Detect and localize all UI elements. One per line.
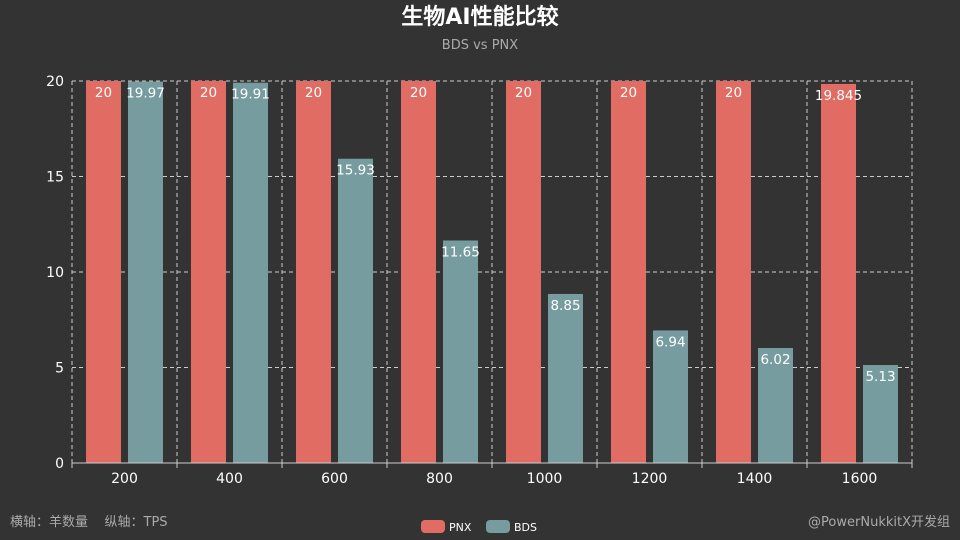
axis-note: 横轴：羊数量 纵轴：TPS xyxy=(10,514,168,530)
y-tick-label: 20 xyxy=(46,74,64,90)
data-label-bds: 19.97 xyxy=(126,86,165,102)
data-label-pnx: 19.845 xyxy=(815,88,862,104)
data-label-bds: 8.85 xyxy=(550,298,580,314)
bar-pnx[interactable] xyxy=(506,81,541,463)
bar-bds[interactable] xyxy=(233,82,268,464)
x-tick-label: 1400 xyxy=(737,471,773,487)
bar-pnx[interactable] xyxy=(86,81,121,463)
chart-subtitle: BDS vs PNX xyxy=(442,38,518,53)
data-label-bds: 6.02 xyxy=(760,352,790,368)
axes: 0 5 10 15 20 200 400 600 800 1000 1200 1400 1600 xyxy=(46,74,913,487)
legend-swatch-pnx[interactable] xyxy=(421,520,445,533)
x-tick-label: 1000 xyxy=(527,471,563,487)
x-tick-label: 1200 xyxy=(632,471,668,487)
x-tick-label: 800 xyxy=(426,471,453,487)
legend-label-bds[interactable]: BDS xyxy=(514,521,537,534)
y-tick-label: 15 xyxy=(46,170,64,186)
bar-bds[interactable] xyxy=(653,330,688,463)
bar-bds[interactable] xyxy=(548,293,583,463)
data-label-pnx: 20 xyxy=(515,85,532,101)
bar-pnx[interactable] xyxy=(716,81,751,463)
bar-bds[interactable] xyxy=(863,365,898,463)
data-label-bds: 11.65 xyxy=(441,244,480,260)
data-label-pnx: 20 xyxy=(95,85,112,101)
bar-pnx[interactable] xyxy=(821,83,856,463)
y-tick-label: 5 xyxy=(55,361,64,377)
bars: 20 20 20 20 20 20 20 19.845 19.97 19.91 15.93 11.65… xyxy=(86,81,898,464)
x-tick-label: 400 xyxy=(216,471,243,487)
data-label-bds: 19.91 xyxy=(231,87,270,103)
data-label-bds: 15.93 xyxy=(336,163,375,179)
data-label-pnx: 20 xyxy=(305,85,322,101)
y-tick-label: 10 xyxy=(46,265,64,281)
bar-pnx[interactable] xyxy=(611,81,646,463)
data-label-pnx: 20 xyxy=(410,85,427,101)
legend-label-pnx[interactable]: PNX xyxy=(449,521,472,534)
bar-pnx[interactable] xyxy=(296,81,331,463)
bar-bds[interactable] xyxy=(758,348,793,463)
bar-bds[interactable] xyxy=(443,240,478,463)
credit-text: @PowerNukkitX开发组 xyxy=(808,514,950,530)
bar-bds[interactable] xyxy=(128,81,163,463)
y-tick-label: 0 xyxy=(55,456,64,472)
data-label-pnx: 20 xyxy=(725,85,742,101)
bar-bds[interactable] xyxy=(338,158,373,463)
bar-pnx[interactable] xyxy=(401,81,436,463)
bar-pnx[interactable] xyxy=(191,81,226,463)
x-tick-label: 1600 xyxy=(842,471,878,487)
data-label-pnx: 20 xyxy=(620,85,637,101)
data-label-bds: 5.13 xyxy=(865,369,895,385)
x-tick-label: 200 xyxy=(111,471,138,487)
data-label-pnx: 20 xyxy=(200,85,217,101)
legend-swatch-bds[interactable] xyxy=(486,520,510,533)
legend[interactable]: PNX BDS xyxy=(421,520,537,534)
x-tick-label: 600 xyxy=(321,471,348,487)
data-label-bds: 6.94 xyxy=(655,334,685,350)
chart-title: 生物AI性能比较 xyxy=(401,4,558,30)
